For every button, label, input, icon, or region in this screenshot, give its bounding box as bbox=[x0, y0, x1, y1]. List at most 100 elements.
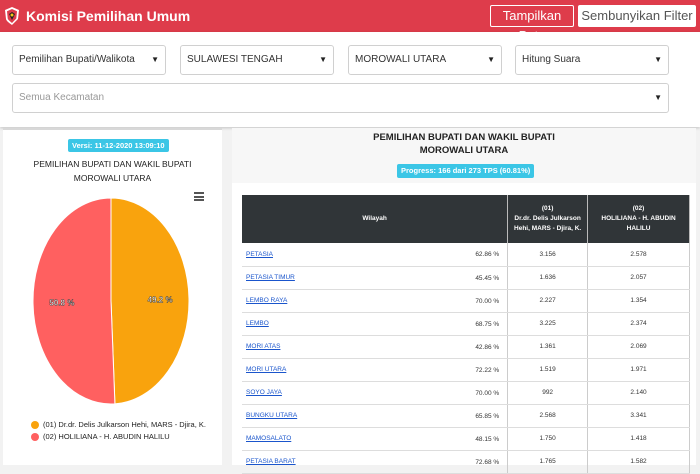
tps-percent: 72.68 % bbox=[475, 458, 500, 466]
district-select[interactable]: Semua Kecamatan ▼ bbox=[12, 83, 669, 113]
brand[interactable]: Komisi Pemilihan Umum bbox=[4, 3, 190, 29]
tps-percent: 45.45 % bbox=[475, 274, 500, 282]
wilayah-link[interactable]: SOYO JAYA bbox=[246, 389, 282, 396]
caret-down-icon: ▼ bbox=[487, 55, 495, 64]
results-card: PEMILIHAN BUPATI DAN WAKIL BUPATI MOROWA… bbox=[232, 128, 696, 474]
wilayah-link[interactable]: MORI ATAS bbox=[246, 343, 281, 350]
pie-data-label: 50.8 % bbox=[49, 299, 74, 308]
table-row: MAMOSALATO 48.15 % 1.750 1.418 bbox=[242, 427, 690, 451]
chart-title-line1: PEMILIHAN BUPATI DAN WAKIL BUPATI bbox=[33, 159, 192, 169]
chart-title-line2: MOROWALI UTARA bbox=[73, 173, 152, 183]
caret-down-icon: ▼ bbox=[151, 55, 159, 64]
tps-percent: 68.75 % bbox=[475, 320, 500, 328]
filter-panel: Pemilihan Bupati/Walikota ▼ SULAWESI TEN… bbox=[0, 32, 700, 127]
app-title: Komisi Pemilihan Umum bbox=[26, 8, 191, 24]
hide-filter-button[interactable]: Sembunyikan Filter bbox=[578, 5, 696, 27]
tps-percent: 65.85 % bbox=[475, 412, 500, 420]
province-value: SULAWESI TENGAH bbox=[187, 54, 283, 65]
province-select[interactable]: SULAWESI TENGAH ▼ bbox=[180, 45, 334, 75]
wilayah-cell: BUNGKU UTARA 65.85 % bbox=[242, 404, 509, 428]
results-table: Wilayah (01) Dr.dr. Delis Julkarson Hehi… bbox=[242, 195, 690, 474]
election-type-select[interactable]: Pemilihan Bupati/Walikota ▼ bbox=[12, 45, 166, 75]
pie-chart: 49.2 % 50.8 % bbox=[32, 197, 190, 405]
chart-card: Versi: 11-12-2020 13:09:10 PEMILIHAN BUP… bbox=[3, 128, 222, 465]
votes-02-cell: 2.140 bbox=[587, 381, 690, 405]
table-row: MORI ATAS 42.86 % 1.361 2.069 bbox=[242, 335, 690, 359]
votes-02-cell: 1.418 bbox=[587, 427, 690, 451]
wilayah-cell: PETASIA 62.86 % bbox=[242, 243, 509, 267]
votes-02-cell: 3.341 bbox=[587, 404, 690, 428]
col-candidate-01[interactable]: (01) Dr.dr. Delis Julkarson Hehi, MARS -… bbox=[507, 195, 589, 243]
table-row: LEMBO RAYA 70.00 % 2.227 1.354 bbox=[242, 289, 690, 313]
pie-slice-2[interactable] bbox=[32, 197, 116, 405]
col-02-number: (02) bbox=[632, 205, 645, 212]
wilayah-link[interactable]: LEMBO bbox=[246, 320, 269, 327]
tps-percent: 42.86 % bbox=[475, 343, 500, 351]
chart-menu-icon[interactable] bbox=[194, 192, 204, 201]
votes-01-cell: 1.636 bbox=[507, 266, 589, 290]
wilayah-cell: PETASIA BARAT 72.68 % bbox=[242, 450, 509, 474]
count-mode-select[interactable]: Hitung Suara ▼ bbox=[515, 45, 669, 75]
votes-01-cell: 2.568 bbox=[507, 404, 589, 428]
regency-select[interactable]: MOROWALI UTARA ▼ bbox=[348, 45, 502, 75]
col-01-name1: Dr.dr. Delis Julkarson bbox=[514, 215, 581, 222]
legend-label: (01) Dr.dr. Delis Julkarson Hehi, MARS -… bbox=[43, 420, 206, 429]
legend-item-02[interactable]: (02) HOLILIANA - H. ABUDIN HALILU bbox=[31, 432, 170, 441]
col-02-name2: HALILU bbox=[626, 225, 651, 232]
count-mode-value: Hitung Suara bbox=[522, 54, 581, 65]
votes-01-cell: 1.519 bbox=[507, 358, 589, 382]
tps-percent: 70.00 % bbox=[475, 389, 500, 397]
tps-percent: 48.15 % bbox=[475, 435, 500, 443]
table-header-row: Wilayah (01) Dr.dr. Delis Julkarson Hehi… bbox=[242, 195, 690, 243]
votes-01-cell: 2.227 bbox=[507, 289, 589, 313]
votes-02-cell: 1.354 bbox=[587, 289, 690, 313]
caret-down-icon: ▼ bbox=[654, 93, 662, 102]
votes-01-cell: 1.765 bbox=[507, 450, 589, 474]
table-row: BUNGKU UTARA 65.85 % 2.568 3.341 bbox=[242, 404, 690, 428]
col-wilayah[interactable]: Wilayah bbox=[242, 195, 509, 243]
tps-percent: 72.22 % bbox=[475, 366, 500, 374]
legend-dot bbox=[31, 420, 39, 429]
col-02-name1: HOLILIANA - H. ABUDIN bbox=[601, 215, 676, 222]
votes-02-cell: 2.374 bbox=[587, 312, 690, 336]
table-row: PETASIA BARAT 72.68 % 1.765 1.582 bbox=[242, 450, 690, 474]
top-navbar: Komisi Pemilihan Umum Tampilkan Peta Sem… bbox=[0, 0, 700, 43]
results-title-line2: MOROWALI UTARA bbox=[419, 145, 509, 156]
table-row: PETASIA TIMUR 45.45 % 1.636 2.057 bbox=[242, 266, 690, 290]
votes-02-cell: 2.069 bbox=[587, 335, 690, 359]
col-candidate-02[interactable]: (02) HOLILIANA - H. ABUDIN HALILU bbox=[587, 195, 690, 243]
legend-label: (02) HOLILIANA - H. ABUDIN HALILU bbox=[43, 432, 170, 441]
col-01-name2: Hehi, MARS - Djira, K. bbox=[514, 225, 582, 232]
wilayah-cell: MORI ATAS 42.86 % bbox=[242, 335, 509, 359]
votes-01-cell: 3.225 bbox=[507, 312, 589, 336]
wilayah-cell: PETASIA TIMUR 45.45 % bbox=[242, 266, 509, 290]
table-row: LEMBO 68.75 % 3.225 2.374 bbox=[242, 312, 690, 336]
wilayah-link[interactable]: PETASIA bbox=[246, 250, 273, 258]
tps-percent: 70.00 % bbox=[475, 297, 500, 305]
votes-01-cell: 992 bbox=[507, 381, 589, 405]
wilayah-link[interactable]: PETASIA TIMUR bbox=[246, 274, 295, 281]
votes-01-cell: 3.156 bbox=[507, 243, 589, 267]
wilayah-cell: LEMBO RAYA 70.00 % bbox=[242, 289, 509, 313]
wilayah-link[interactable]: PETASIA BARAT bbox=[246, 458, 296, 465]
wilayah-link[interactable]: MORI UTARA bbox=[246, 366, 287, 373]
pie-slice-1[interactable] bbox=[110, 197, 190, 405]
votes-01-cell: 1.361 bbox=[507, 335, 589, 359]
version-badge: Versi: 11-12-2020 13:09:10 bbox=[68, 139, 169, 152]
votes-02-cell: 1.971 bbox=[587, 358, 690, 382]
election-type-value: Pemilihan Bupati/Walikota bbox=[19, 54, 135, 65]
wilayah-cell: MAMOSALATO 48.15 % bbox=[242, 427, 509, 451]
pie-data-label: 49.2 % bbox=[148, 295, 173, 304]
wilayah-link[interactable]: LEMBO RAYA bbox=[246, 297, 288, 304]
legend-item-01[interactable]: (01) Dr.dr. Delis Julkarson Hehi, MARS -… bbox=[31, 420, 206, 429]
legend-dot bbox=[31, 432, 39, 441]
table-body: PETASIA 62.86 % 3.156 2.578 PETASIA TIMUR 45.… bbox=[242, 243, 690, 474]
wilayah-cell: SOYO JAYA 70.00 % bbox=[242, 381, 509, 405]
tps-percent: 62.86 % bbox=[475, 251, 500, 258]
district-placeholder: Semua Kecamatan bbox=[19, 92, 105, 103]
results-title-line1: PEMILIHAN BUPATI DAN WAKIL BUPATI bbox=[373, 132, 555, 143]
wilayah-link[interactable]: MAMOSALATO bbox=[246, 435, 292, 442]
wilayah-link[interactable]: BUNGKU UTARA bbox=[246, 412, 298, 419]
col-01-number: (01) bbox=[541, 205, 554, 212]
show-map-button[interactable]: Tampilkan Peta bbox=[490, 5, 574, 43]
